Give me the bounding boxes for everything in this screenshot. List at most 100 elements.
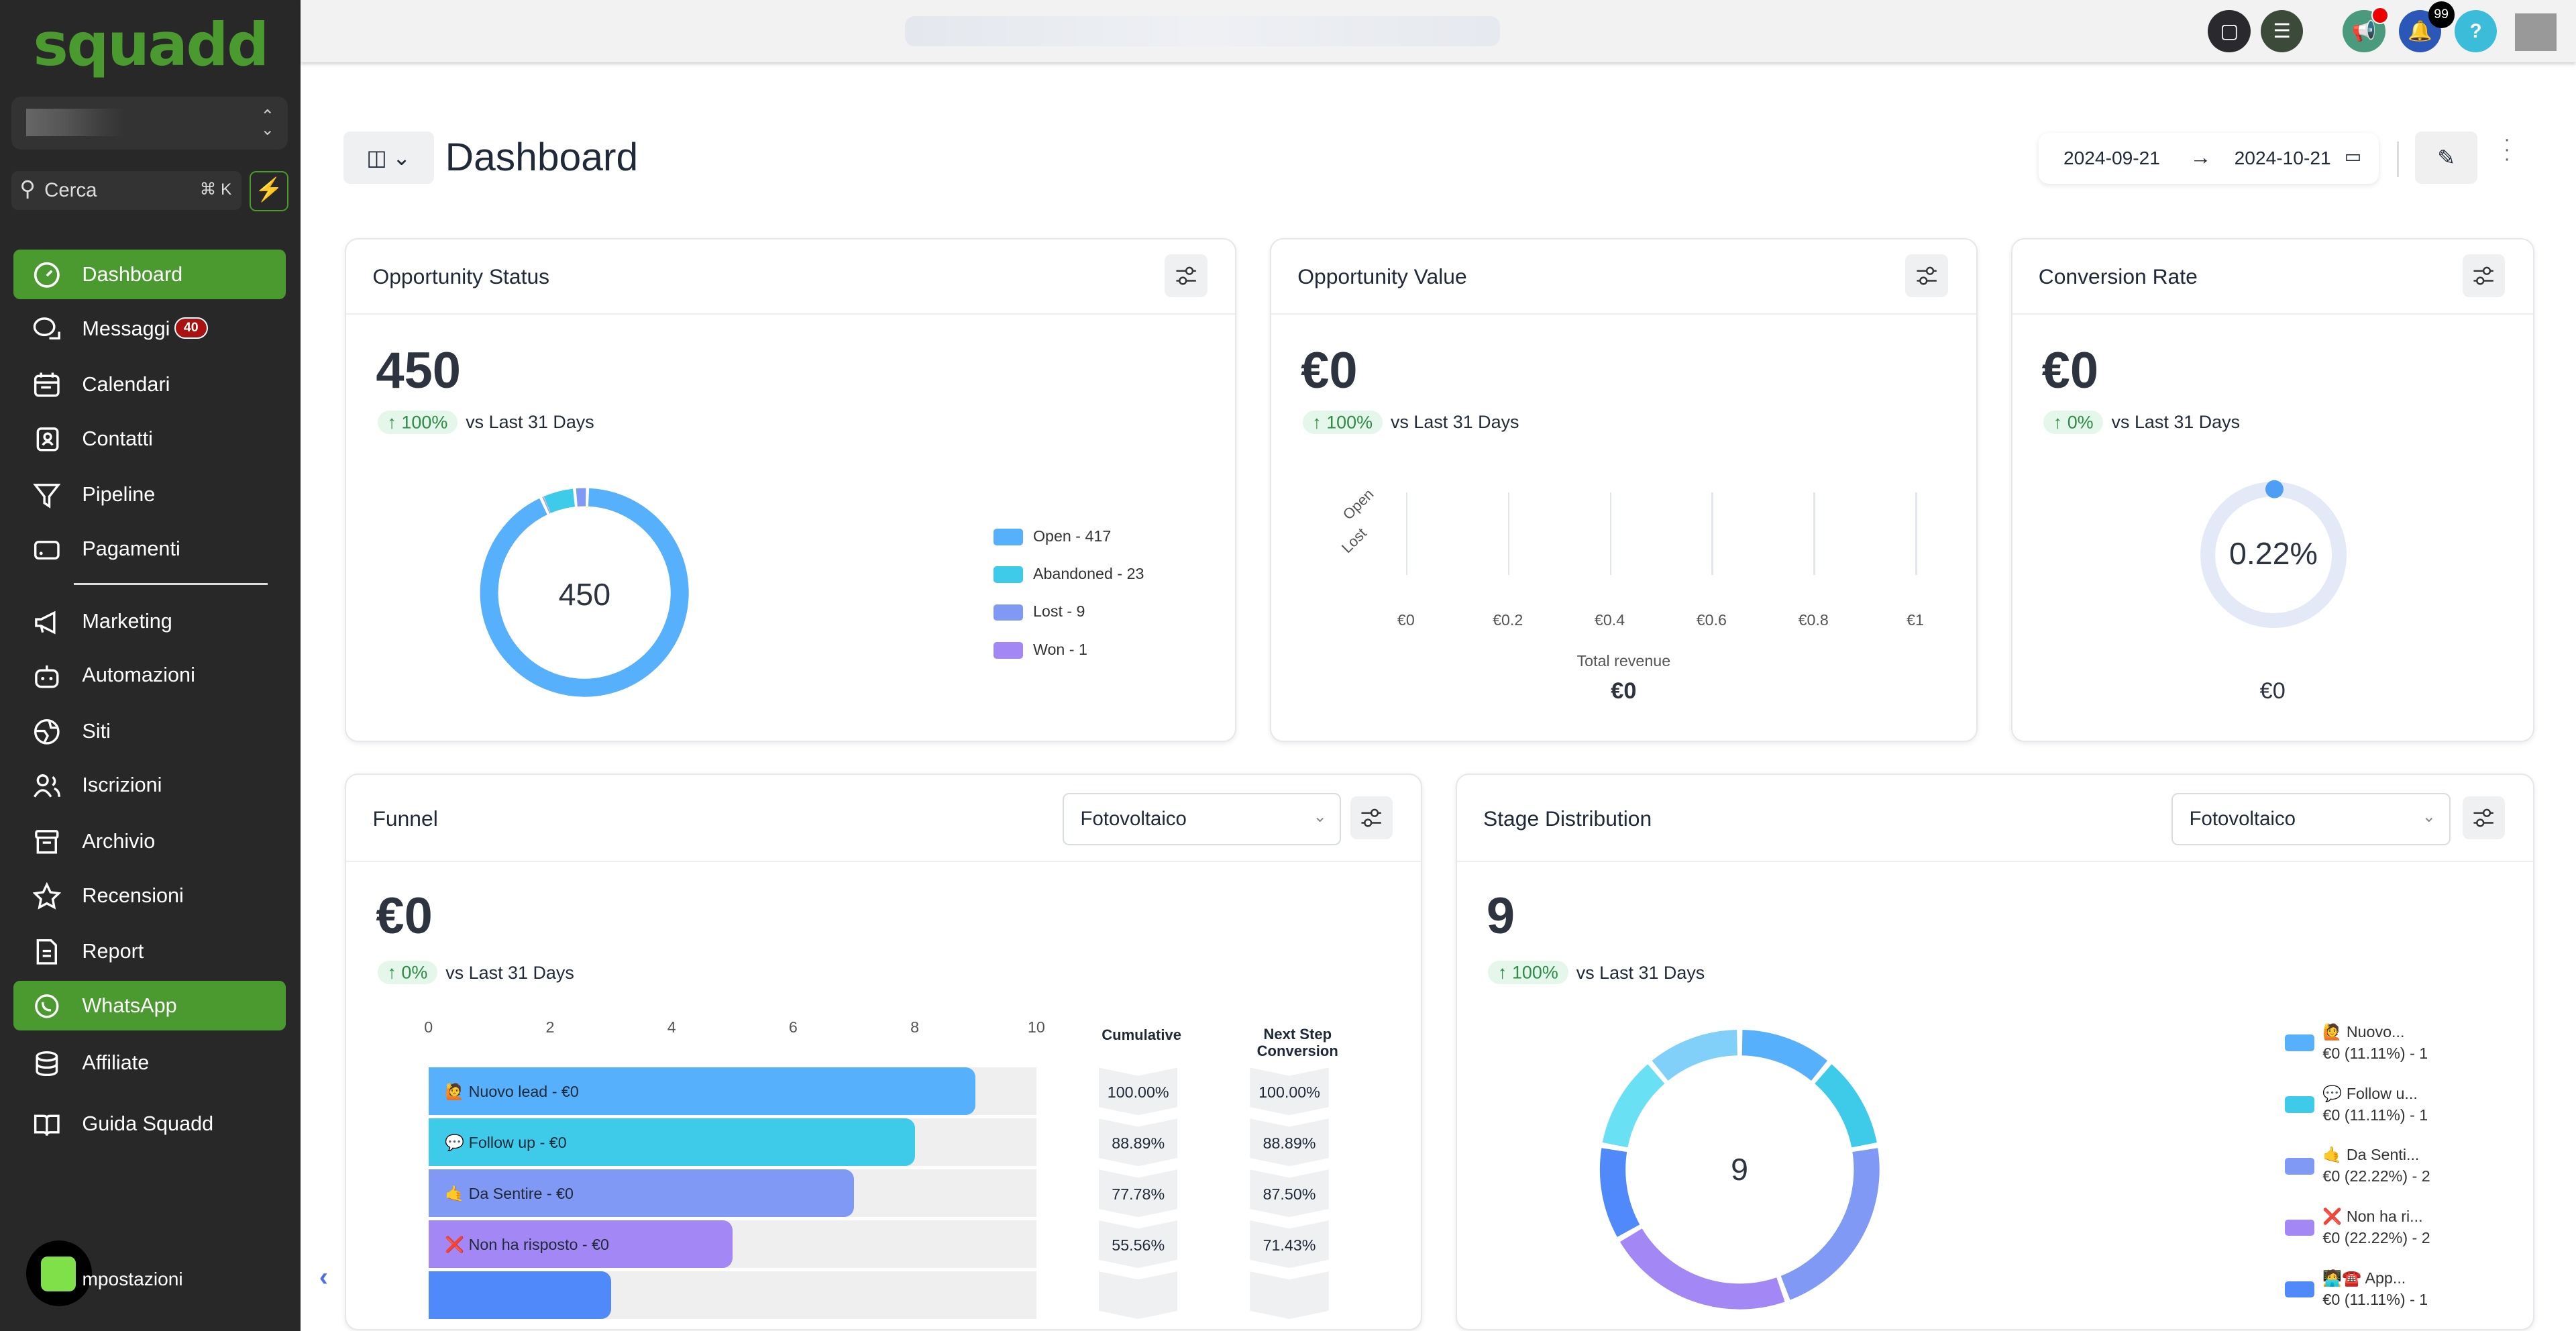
funnel-bar[interactable]: 🤙 Da Sentire - €0 bbox=[428, 1169, 854, 1218]
legend-item[interactable]: Abandoned - 23 bbox=[1032, 564, 1144, 582]
delta-badge: ↑ 0% bbox=[377, 961, 438, 985]
chevron-updown-icon: ⌃ ⌄ bbox=[260, 107, 274, 139]
quick-actions-button[interactable]: ⚡ bbox=[250, 170, 289, 211]
sidebar-item-contatti[interactable]: Contatti bbox=[13, 414, 286, 463]
sidebar-item-label: Archivio bbox=[82, 829, 156, 853]
filter-button[interactable] bbox=[2462, 254, 2506, 297]
announcement-dot bbox=[2371, 6, 2389, 24]
sidebar-item-recensioni[interactable]: Recensioni bbox=[13, 871, 286, 920]
next-step-cell: 71.43% bbox=[1250, 1220, 1329, 1268]
sidebar-item-affiliate[interactable]: Affiliate bbox=[13, 1039, 286, 1087]
sidebar-item-messaggi[interactable]: Messaggi 40 bbox=[13, 304, 286, 353]
marketing-megaphone-icon bbox=[35, 610, 56, 635]
sidebar-item-pipeline[interactable]: Pipeline bbox=[13, 470, 286, 519]
funnel-bar[interactable]: ❌ Non ha risposto - €0 bbox=[428, 1220, 733, 1269]
status-slice-abandoned[interactable] bbox=[543, 489, 576, 514]
chat-icon[interactable]: ▢ bbox=[2208, 9, 2251, 53]
funnel-card: Funnel Fotovoltaico ⌄ €0 ↑ 0% vs Last 31 D… bbox=[345, 774, 1422, 1330]
filter-button[interactable] bbox=[1164, 254, 1208, 297]
filter-button[interactable] bbox=[2462, 796, 2506, 839]
status-slice-won[interactable] bbox=[542, 496, 551, 515]
legend-item[interactable]: 💬 Follow u... €0 (11.11%) - 1 bbox=[2322, 1083, 2428, 1126]
date-to[interactable]: 2024-10-21 bbox=[2234, 148, 2331, 169]
notifications-icon[interactable]: 🔔 99 bbox=[2398, 1, 2455, 53]
user-avatar[interactable] bbox=[2515, 13, 2557, 51]
stage-slice-nuovo[interactable] bbox=[1741, 1029, 1827, 1081]
x-tick-label: 4 bbox=[667, 1018, 676, 1036]
sidebar-item-siti[interactable]: Siti bbox=[13, 706, 286, 755]
brand-avatar[interactable] bbox=[26, 1240, 93, 1306]
sidebar-item-automazioni[interactable]: Automazioni bbox=[13, 651, 286, 700]
date-from[interactable]: 2024-09-21 bbox=[2063, 148, 2160, 169]
metric-value: €0 bbox=[1301, 341, 1358, 399]
funnel-bar[interactable] bbox=[428, 1271, 611, 1320]
tasks-icon[interactable]: ☰ bbox=[2260, 9, 2304, 53]
filter-button[interactable] bbox=[1905, 254, 1949, 297]
cumulative-cell bbox=[1099, 1271, 1178, 1319]
sidebar-item-label: Recensioni bbox=[82, 884, 184, 907]
collapse-sidebar-button[interactable]: ‹ bbox=[301, 1255, 347, 1300]
stage-slice-app[interactable] bbox=[1599, 1148, 1640, 1237]
dashboard-gauge-icon bbox=[34, 262, 60, 288]
sidebar-item-guida-squadd[interactable]: Guida Squadd bbox=[13, 1099, 286, 1148]
location-switcher[interactable]: ⌃ ⌄ bbox=[11, 97, 288, 150]
legend-item[interactable]: 🙋 Nuovo... €0 (11.11%) - 1 bbox=[2322, 1022, 2428, 1065]
sidebar-item-dashboard[interactable]: Dashboard bbox=[13, 250, 286, 299]
stage-slice-follow-u[interactable] bbox=[1814, 1064, 1877, 1148]
sidebar-item-archivio[interactable]: Archivio bbox=[13, 816, 286, 865]
legend-stage-name: 🧑‍💻☎️ App... bbox=[2322, 1269, 2406, 1287]
stage-slice-segment[interactable] bbox=[1602, 1064, 1665, 1148]
legend-item[interactable]: Open - 417 bbox=[1032, 527, 1112, 545]
legend-item[interactable]: ❌ Non ha ri... €0 (22.22%) - 2 bbox=[2322, 1206, 2430, 1249]
sidebar-item-settings[interactable]: mpostazioni bbox=[82, 1268, 183, 1289]
funnel-bar[interactable]: 🙋 Nuovo lead - €0 bbox=[428, 1067, 976, 1116]
pipeline-select[interactable]: Fotovoltaico ⌄ bbox=[1063, 793, 1342, 845]
filter-button[interactable] bbox=[1350, 796, 1393, 839]
stage-slice-da-senti[interactable] bbox=[1780, 1148, 1880, 1300]
pipeline-select[interactable]: Fotovoltaico ⌄ bbox=[2171, 793, 2451, 845]
payments-card-icon bbox=[34, 541, 60, 560]
sidebar-item-marketing[interactable]: Marketing bbox=[13, 596, 286, 645]
card-title: Funnel bbox=[372, 806, 438, 831]
gauge-progress-dot bbox=[2265, 480, 2284, 498]
stage-slice-non-ha-ri[interactable] bbox=[1619, 1228, 1785, 1310]
announcements-icon[interactable]: 📢 bbox=[2343, 6, 2389, 53]
sidebar-item-label: WhatsApp bbox=[82, 994, 177, 1017]
sidebar-item-label: Siti bbox=[82, 719, 111, 743]
status-slice-open[interactable] bbox=[480, 488, 689, 698]
sidebar-item-pagamenti[interactable]: Pagamenti bbox=[13, 524, 286, 573]
notifications-badge: 99 bbox=[2428, 1, 2455, 28]
sidebar-item-iscrizioni[interactable]: Iscrizioni bbox=[13, 761, 286, 810]
funnel-bar[interactable]: 💬 Follow up - €0 bbox=[428, 1118, 915, 1167]
edit-button[interactable]: ✎ bbox=[2415, 131, 2478, 184]
help-icon[interactable]: ? bbox=[2454, 9, 2498, 53]
contacts-icon bbox=[36, 427, 59, 451]
more-options-icon[interactable]: · · · bbox=[2504, 127, 2511, 170]
legend-item[interactable]: 🧑‍💻☎️ App... €0 (11.11%) - 1 bbox=[2322, 1268, 2428, 1311]
delta-label: vs Last 31 Days bbox=[445, 962, 574, 983]
conversion-gauge bbox=[2200, 480, 2347, 629]
sidebar-item-label: Messaggi bbox=[82, 317, 170, 340]
sliders-icon bbox=[1176, 266, 1196, 285]
legend-item[interactable]: Won - 1 bbox=[1032, 640, 1087, 658]
stage-slice-segment[interactable] bbox=[1652, 1029, 1738, 1081]
sidebar-item-report[interactable]: Report bbox=[13, 926, 286, 975]
delta-label: vs Last 31 Days bbox=[1390, 412, 1519, 433]
search-input[interactable]: ⚲ Cerca ⌘ K bbox=[11, 170, 241, 211]
x-tick-label: €0.6 bbox=[1696, 610, 1727, 629]
cumulative-cell: 55.56% bbox=[1099, 1220, 1178, 1268]
layout-switcher-button[interactable]: ◫ ⌄ bbox=[343, 131, 434, 184]
cumulative-column-header: Cumulative bbox=[1102, 1026, 1181, 1044]
search-icon: ⚲ bbox=[19, 176, 36, 201]
date-range-picker[interactable]: 2024-09-21 → 2024-10-21 ▭ bbox=[2039, 133, 2379, 184]
reviews-star-icon bbox=[32, 882, 61, 910]
metric-value: 9 bbox=[1486, 888, 1515, 945]
sidebar-item-label: Calendari bbox=[82, 372, 170, 396]
legend-item[interactable]: 🤙 Da Senti... €0 (22.22%) - 2 bbox=[2322, 1144, 2430, 1187]
legend-item[interactable]: Lost - 9 bbox=[1032, 602, 1085, 621]
sidebar-item-whatsapp[interactable]: WhatsApp bbox=[13, 981, 286, 1030]
stage-distribution-card: Stage Distribution Fotovoltaico ⌄ 9 ↑ 100… bbox=[1455, 774, 2534, 1330]
whatsapp-icon bbox=[35, 994, 59, 1018]
sidebar-item-calendari[interactable]: Calendari bbox=[13, 360, 286, 409]
